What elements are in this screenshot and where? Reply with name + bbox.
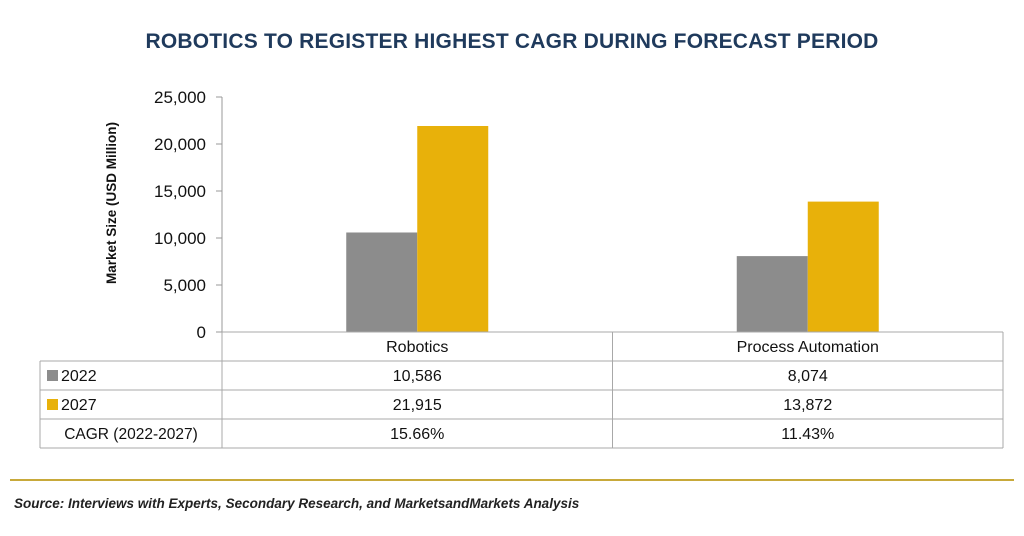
y-tick-label: 25,000	[154, 88, 206, 107]
chart-title: ROBOTICS TO REGISTER HIGHEST CAGR DURING…	[145, 30, 879, 53]
category-label: Process Automation	[737, 339, 879, 356]
data-label: 10,586	[393, 368, 442, 385]
data-label: 21,915	[393, 397, 442, 414]
bar-2027-1	[807, 201, 879, 332]
y-tick-label: 10,000	[154, 229, 206, 248]
bar-2027-0	[417, 125, 489, 333]
y-tick-label: 0	[197, 323, 206, 342]
data-label: 11.43%	[781, 426, 834, 443]
y-axis: 0 5,000 10,000 15,000 20,000 25,000 Market Siz…	[104, 88, 223, 342]
y-tick-label: 20,000	[154, 135, 206, 154]
bar-2022-1	[736, 256, 808, 332]
data-label: 8,074	[788, 368, 828, 385]
source-note: Source: Interviews with Experts, Seconda…	[14, 496, 580, 511]
data-label: 13,872	[783, 397, 832, 414]
y-axis-label: Market Size (USD Million)	[104, 122, 119, 284]
legend-label: 2027	[61, 397, 97, 414]
data-table: Robotics Process Automation 2022 10,586 8,07…	[39, 331, 1004, 449]
legend-swatch-2027	[47, 399, 58, 410]
y-tick-label: 5,000	[163, 276, 206, 295]
legend-label: 2022	[61, 368, 97, 385]
data-label: 15.66%	[390, 426, 444, 443]
bars	[346, 125, 879, 333]
legend-swatch-2022	[47, 370, 58, 381]
category-label: Robotics	[386, 339, 448, 356]
row-label: CAGR (2022-2027)	[64, 426, 198, 443]
bar-2022-0	[346, 232, 418, 332]
y-tick-label: 15,000	[154, 182, 206, 201]
